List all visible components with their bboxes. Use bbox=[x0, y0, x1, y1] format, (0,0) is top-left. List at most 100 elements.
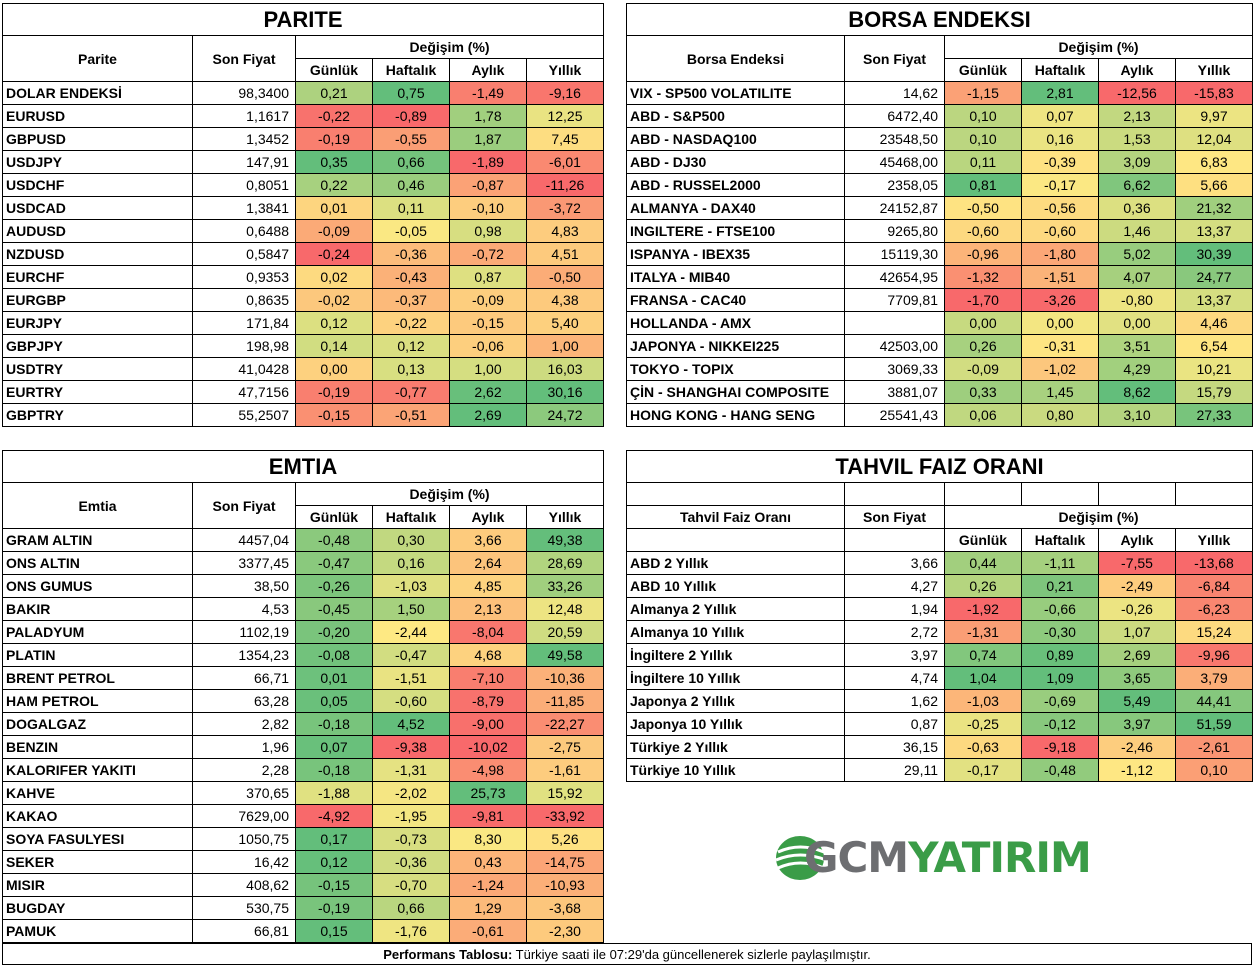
change-cell: -0,31 bbox=[1021, 334, 1099, 358]
emtia-panel: EMTIA Emtia Son Fiyat Değişim (%) Günlük… bbox=[2, 450, 604, 943]
row-price: 0,8635 bbox=[192, 288, 296, 312]
period-header: Günlük bbox=[295, 505, 373, 529]
change-cell: 0,13 bbox=[372, 357, 450, 381]
change-cell: -9,38 bbox=[372, 735, 450, 759]
change-cell: -11,26 bbox=[526, 173, 604, 197]
row-name: Almanya 2 Yıllık bbox=[626, 597, 845, 621]
change-cell: 10,21 bbox=[1175, 357, 1253, 381]
row-name: KAKAO bbox=[2, 804, 193, 828]
change-cell: -7,10 bbox=[449, 666, 527, 690]
logo-text-yatirim: YATIRIM bbox=[908, 833, 1092, 882]
row-name: INGILTERE - FTSE100 bbox=[626, 219, 845, 243]
change-cell: -0,77 bbox=[372, 380, 450, 404]
tahvil-table: TAHVIL FAIZ ORANI Tahvil Faiz Oranı Son … bbox=[626, 450, 1253, 782]
change-cell: 0,00 bbox=[295, 357, 373, 381]
row-name: GBPJPY bbox=[2, 334, 193, 358]
change-cell: -0,48 bbox=[1021, 758, 1099, 782]
row-price: 370,65 bbox=[192, 781, 296, 805]
row-price: 29,11 bbox=[844, 758, 945, 782]
change-cell: 33,26 bbox=[526, 574, 604, 598]
change-cell: 24,72 bbox=[526, 403, 604, 427]
row-name: BUGDAY bbox=[2, 896, 193, 920]
change-cell: -2,61 bbox=[1175, 735, 1253, 759]
row-price: 42654,95 bbox=[844, 265, 945, 289]
change-cell: -0,15 bbox=[449, 311, 527, 335]
change-cell: -0,17 bbox=[1021, 173, 1099, 197]
table-row: BENZIN 1,96 0,07 -9,38 -10,02 -2,75 bbox=[2, 735, 604, 759]
change-cell: 0,12 bbox=[295, 850, 373, 874]
change-cell: 4,29 bbox=[1098, 357, 1176, 381]
change-cell: -0,70 bbox=[372, 873, 450, 897]
row-name: USDJPY bbox=[2, 150, 193, 174]
change-cell: -3,26 bbox=[1021, 288, 1099, 312]
table-row: ABD - NASDAQ100 23548,50 0,10 0,16 1,53 12,04 bbox=[626, 127, 1253, 151]
change-cell: 24,77 bbox=[1175, 265, 1253, 289]
change-cell: 15,92 bbox=[526, 781, 604, 805]
row-price: 23548,50 bbox=[844, 127, 945, 151]
col-name-header: Parite bbox=[2, 35, 193, 82]
change-cell: 0,75 bbox=[372, 81, 450, 105]
change-cell: -0,73 bbox=[372, 827, 450, 851]
row-price: 15119,30 bbox=[844, 242, 945, 266]
row-price: 24152,87 bbox=[844, 196, 945, 220]
row-name: USDCAD bbox=[2, 196, 193, 220]
change-cell: -1,02 bbox=[1021, 357, 1099, 381]
change-cell: -0,87 bbox=[449, 173, 527, 197]
table-row: DOLAR ENDEKSİ 98,3400 0,21 0,75 -1,49 -9,16 bbox=[2, 81, 604, 105]
change-cell: 5,02 bbox=[1098, 242, 1176, 266]
row-price: 7709,81 bbox=[844, 288, 945, 312]
change-cell: -0,15 bbox=[295, 403, 373, 427]
row-price: 198,98 bbox=[192, 334, 296, 358]
change-cell: -0,63 bbox=[944, 735, 1022, 759]
table-row: USDTRY 41,0428 0,00 0,13 1,00 16,03 bbox=[2, 357, 604, 381]
table-row: SEKER 16,42 0,12 -0,36 0,43 -14,75 bbox=[2, 850, 604, 874]
row-name: DOLAR ENDEKSİ bbox=[2, 81, 193, 105]
row-price: 408,62 bbox=[192, 873, 296, 897]
change-cell: -4,98 bbox=[449, 758, 527, 782]
change-cell: 0,66 bbox=[372, 150, 450, 174]
table-row: ITALYA - MIB40 42654,95 -1,32 -1,51 4,07 24,7… bbox=[626, 265, 1253, 289]
row-price: 4,53 bbox=[192, 597, 296, 621]
change-cell: -22,27 bbox=[526, 712, 604, 736]
row-price: 0,87 bbox=[844, 712, 945, 736]
period-header: Aylık bbox=[449, 58, 527, 82]
change-cell: -0,50 bbox=[944, 196, 1022, 220]
table-row: FRANSA - CAC40 7709,81 -1,70 -3,26 -0,80 13,3… bbox=[626, 288, 1253, 312]
table-row: ABD - DJ30 45468,00 0,11 -0,39 3,09 6,83 bbox=[626, 150, 1253, 174]
change-cell: 13,37 bbox=[1175, 219, 1253, 243]
row-price: 3881,07 bbox=[844, 380, 945, 404]
change-cell: -1,80 bbox=[1021, 242, 1099, 266]
row-price: 2358,05 bbox=[844, 173, 945, 197]
emtia-table: EMTIA Emtia Son Fiyat Değişim (%) Günlük… bbox=[2, 450, 604, 943]
row-price: 0,6488 bbox=[192, 219, 296, 243]
change-cell: 5,66 bbox=[1175, 173, 1253, 197]
change-cell: -10,36 bbox=[526, 666, 604, 690]
table-row: NZDUSD 0,5847 -0,24 -0,36 -0,72 4,51 bbox=[2, 242, 604, 266]
change-cell: 5,40 bbox=[526, 311, 604, 335]
change-cell: 4,46 bbox=[1175, 311, 1253, 335]
change-cell: -0,17 bbox=[944, 758, 1022, 782]
table-row: EURTRY 47,7156 -0,19 -0,77 2,62 30,16 bbox=[2, 380, 604, 404]
row-name: ISPANYA - IBEX35 bbox=[626, 242, 845, 266]
table-row: BAKIR 4,53 -0,45 1,50 2,13 12,48 bbox=[2, 597, 604, 621]
col-change-header: Değişim (%) bbox=[944, 505, 1253, 529]
change-cell: 44,41 bbox=[1175, 689, 1253, 713]
change-cell: 1,00 bbox=[449, 357, 527, 381]
period-header: Günlük bbox=[944, 58, 1022, 82]
change-cell: 0,46 bbox=[372, 173, 450, 197]
col-change-header: Değişim (%) bbox=[295, 482, 604, 506]
change-cell: -1,31 bbox=[372, 758, 450, 782]
change-cell: 0,35 bbox=[295, 150, 373, 174]
change-cell: 0,21 bbox=[295, 81, 373, 105]
change-cell: -1,92 bbox=[944, 597, 1022, 621]
change-cell: 2,64 bbox=[449, 551, 527, 575]
col-price-header: Son Fiyat bbox=[192, 482, 296, 529]
row-name: SEKER bbox=[2, 850, 193, 874]
parite-panel: PARITE Parite Son Fiyat Değişim (%) Günl… bbox=[2, 3, 604, 445]
change-cell: 3,09 bbox=[1098, 150, 1176, 174]
table-row: İngiltere 10 Yıllık 4,74 1,04 1,09 3,65 3,79 bbox=[626, 666, 1253, 690]
row-price: 1,96 bbox=[192, 735, 296, 759]
change-cell: -2,46 bbox=[1098, 735, 1176, 759]
change-cell: -0,89 bbox=[372, 104, 450, 128]
row-price: 63,28 bbox=[192, 689, 296, 713]
